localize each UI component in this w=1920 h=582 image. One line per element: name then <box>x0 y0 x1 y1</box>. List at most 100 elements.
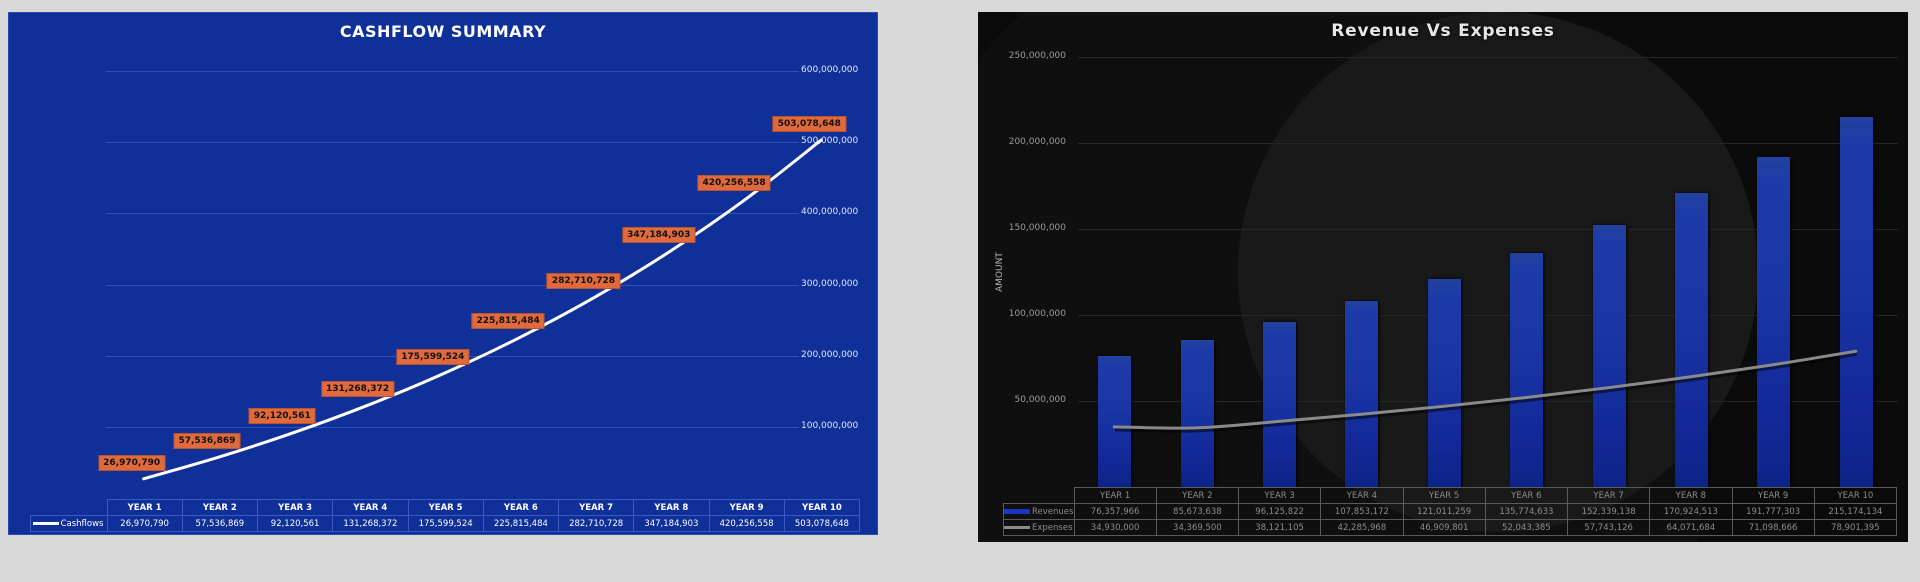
table-revenue-cell: 76,357,966 <box>1073 503 1157 520</box>
cashflow-line <box>142 138 823 481</box>
gridline <box>1078 315 1898 316</box>
y-tick-label: 150,000,000 <box>1008 223 1066 233</box>
revenue-bar[interactable] <box>1180 339 1214 487</box>
table-expense-cell: 42,285,968 <box>1320 519 1404 536</box>
table-expense-cell: 71,098,666 <box>1731 519 1815 536</box>
table-revenue-cell: 107,853,172 <box>1320 503 1404 520</box>
revenue-bar[interactable] <box>1510 253 1544 487</box>
table-header-cell: YEAR 7 <box>557 499 635 516</box>
table-header-cell: YEAR 5 <box>407 499 484 516</box>
y-tick-label: 200,000,000 <box>799 349 861 360</box>
gridline <box>1078 57 1898 58</box>
table-corner <box>31 500 108 516</box>
table-value-cell: 131,268,372 <box>332 515 409 532</box>
legend-label: Revenues <box>1032 506 1074 517</box>
table-header-cell: YEAR 3 <box>1237 487 1322 504</box>
data-label: 347,184,903 <box>622 226 696 243</box>
gridline <box>1078 143 1898 144</box>
revenue-bar[interactable] <box>1675 193 1708 487</box>
table-header-cell: YEAR 8 <box>1649 487 1733 504</box>
gridline <box>106 71 859 72</box>
table-header-cell: YEAR 2 <box>181 499 259 516</box>
y-tick-label: 600,000,000 <box>799 65 861 75</box>
table-header-cell: YEAR 6 <box>482 499 560 516</box>
chart-title: Revenue Vs Expenses <box>1331 21 1555 41</box>
table-header-cell: YEAR 10 <box>783 499 861 516</box>
y-tick-label: 300,000,000 <box>799 278 861 289</box>
revenue-bar[interactable] <box>1592 224 1626 487</box>
table-header-cell: YEAR 5 <box>1402 487 1486 504</box>
y-tick-label: 100,000,000 <box>799 420 861 431</box>
table-value-cell: 225,815,484 <box>482 515 560 532</box>
table-expense-cell: 52,043,385 <box>1484 519 1569 536</box>
data-table: YEAR 1 YEAR 2 YEAR 3 YEAR 4 YEAR 5 YEAR 6 YEAR… <box>30 499 861 532</box>
table-value-cell: 282,710,728 <box>557 515 635 532</box>
y-tick-label: 200,000,000 <box>1008 137 1066 147</box>
y-tick-label: 250,000,000 <box>1008 51 1066 61</box>
table-revenue-cell: 135,774,633 <box>1484 503 1569 520</box>
table-revenue-cell: 85,673,638 <box>1155 503 1240 520</box>
legend-line-swatch <box>1004 525 1030 529</box>
revenue-bar[interactable] <box>1098 355 1132 487</box>
table-value-cell: 175,599,524 <box>407 515 484 532</box>
table-revenue-cell: 152,339,138 <box>1566 503 1651 520</box>
table-header-cell: YEAR 8 <box>633 499 710 516</box>
table-revenue-cell: 215,174,134 <box>1813 503 1898 520</box>
data-label: 420,256,558 <box>697 174 771 191</box>
gridline <box>106 142 859 144</box>
data-label: 503,078,648 <box>772 115 846 132</box>
revenue-bar[interactable] <box>1427 278 1461 487</box>
table-value-cell: 503,078,648 <box>783 515 861 532</box>
table-value-cell: 92,120,561 <box>256 515 334 532</box>
revenue-bar[interactable] <box>1345 301 1379 487</box>
data-label: 92,120,561 <box>248 408 316 425</box>
revenue-bar[interactable] <box>1263 321 1296 487</box>
table-expense-cell: 34,930,000 <box>1073 519 1157 536</box>
cashflow-summary-chart[interactable]: CASHFLOW SUMMARY 100,000,000 200,000,000 3… <box>8 12 878 535</box>
table-header-cell: YEAR 4 <box>1320 487 1404 504</box>
y-tick-label: 500,000,000 <box>799 136 861 147</box>
legend-expenses: Expenses <box>1003 519 1075 536</box>
table-header-cell: YEAR 2 <box>1155 487 1240 504</box>
table-header-cell: YEAR 6 <box>1484 487 1569 504</box>
legend-label: Cashflows <box>60 518 104 529</box>
legend-bar-swatch <box>1004 508 1030 514</box>
table-header-cell: YEAR 4 <box>332 499 409 516</box>
gridline <box>106 284 859 286</box>
expenses-line <box>1112 349 1858 433</box>
table-expense-cell: 46,909,801 <box>1402 519 1486 536</box>
revenue-bar[interactable] <box>1757 157 1791 487</box>
data-label: 175,599,524 <box>396 349 470 366</box>
table-header-cell: YEAR 10 <box>1813 487 1898 504</box>
table-expense-cell: 64,071,684 <box>1649 519 1733 536</box>
y-tick-label: 100,000,000 <box>1008 309 1066 319</box>
data-label: 57,536,869 <box>173 433 241 450</box>
table-header-cell: YEAR 9 <box>708 499 785 516</box>
table-expense-cell: 57,743,126 <box>1566 519 1651 536</box>
table-expense-cell: 38,121,105 <box>1237 519 1322 536</box>
y-tick-label: 400,000,000 <box>799 207 861 218</box>
table-revenue-cell: 170,924,513 <box>1649 503 1733 520</box>
chart-title: CASHFLOW SUMMARY <box>339 22 547 41</box>
table-expense-cell: 34,369,500 <box>1155 519 1240 536</box>
table-revenue-cell: 96,125,822 <box>1237 503 1322 520</box>
table-value-cell: 420,256,558 <box>708 515 785 532</box>
data-label: 225,815,484 <box>471 313 545 330</box>
data-table: YEAR 1 YEAR 2 YEAR 3 YEAR 4 YEAR 5 YEAR 6 YEAR… <box>1003 487 1898 536</box>
legend-revenues: Revenues <box>1003 503 1075 520</box>
table-header-cell: YEAR 7 <box>1566 487 1651 504</box>
y-tick-label: 50,000,000 <box>1014 395 1066 405</box>
table-value-cell: 347,184,903 <box>633 515 710 532</box>
table-header-cell: YEAR 3 <box>256 499 334 516</box>
table-header-cell: YEAR 9 <box>1731 487 1815 504</box>
table-revenue-cell: 191,777,303 <box>1731 503 1815 520</box>
table-value-cell: 26,970,790 <box>106 515 183 532</box>
gridline <box>106 213 859 215</box>
revenue-bar[interactable] <box>1839 116 1873 487</box>
table-header-cell: YEAR 1 <box>106 499 183 516</box>
revenue-vs-expenses-chart[interactable]: Revenue Vs Expenses AMOUNT 50,000,000 100… <box>978 12 1908 542</box>
gridline <box>106 426 859 428</box>
table-corner <box>1004 488 1075 504</box>
data-label: 26,970,790 <box>98 454 166 471</box>
legend-line-swatch <box>32 521 59 525</box>
